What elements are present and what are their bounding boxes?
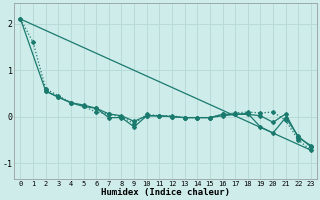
X-axis label: Humidex (Indice chaleur): Humidex (Indice chaleur) — [101, 188, 230, 197]
